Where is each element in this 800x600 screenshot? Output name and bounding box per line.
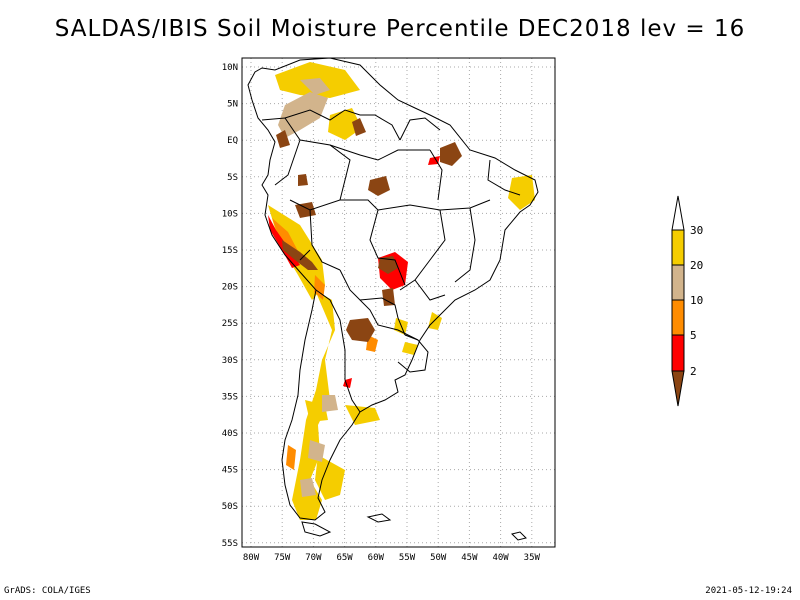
lon-label-35w: 35W: [524, 553, 541, 563]
colorbar-5-10: [671, 299, 685, 336]
lat-label-10s: 10S: [222, 209, 238, 219]
chart-title: SALDAS/IBIS Soil Moisture Percentile DEC…: [54, 16, 746, 42]
colorbar-above-30-triangle: [671, 195, 685, 231]
lon-label-45w: 45W: [461, 553, 478, 563]
colorbar-label-5: 5: [690, 329, 697, 342]
lon-label-40w: 40W: [492, 553, 509, 563]
lon-label-55w: 55W: [399, 553, 416, 563]
lon-label-60w: 60W: [368, 553, 385, 563]
lat-label-30s: 30S: [222, 356, 238, 366]
footer-credit: GrADS: COLA/IGES: [4, 586, 91, 596]
colorbar: [671, 195, 685, 407]
percentile-shading: [268, 62, 535, 520]
latitude-labels: 10N 5N EQ 5S 10S 15S 20S 25S 30S 35S 40S 45S 50S 55S: [222, 63, 238, 549]
colorbar-label-30: 30: [690, 224, 703, 237]
lat-label-eq: EQ: [227, 136, 238, 146]
lat-label-45s: 45S: [222, 466, 238, 476]
lat-label-5n: 5N: [227, 100, 238, 110]
colorbar-2-5: [671, 334, 685, 372]
colorbar-labels: 30 20 10 5 2: [690, 224, 703, 378]
footer-timestamp: 2021-05-12-19:24: [705, 586, 792, 596]
colorbar-label-2: 2: [690, 365, 697, 378]
colorbar-label-10: 10: [690, 294, 703, 307]
colorbar-20-30: [671, 229, 685, 266]
colorbar-label-20: 20: [690, 259, 703, 272]
lon-label-70w: 70W: [305, 553, 322, 563]
lat-label-40s: 40S: [222, 429, 238, 439]
map-frame: [241, 57, 556, 548]
lat-label-5s: 5S: [227, 173, 238, 183]
longitude-labels: 80W 75W 70W 65W 60W 55W 50W 45W 40W 35W: [243, 553, 541, 563]
lat-label-25s: 25S: [222, 319, 238, 329]
lon-label-50w: 50W: [430, 553, 447, 563]
colorbar-10-20: [671, 264, 685, 301]
map-gridlines: [242, 58, 555, 547]
colorbar-below-2-triangle: [671, 370, 685, 407]
lon-label-75w: 75W: [274, 553, 291, 563]
lat-label-50s: 50S: [222, 502, 238, 512]
lat-label-15s: 15S: [222, 246, 238, 256]
lat-label-55s: 55S: [222, 539, 238, 549]
lon-label-65w: 65W: [336, 553, 353, 563]
map-boundaries: [247, 57, 539, 541]
lat-label-10n: 10N: [222, 63, 238, 73]
lat-label-20s: 20S: [222, 283, 238, 293]
lon-label-80w: 80W: [243, 553, 260, 563]
lat-label-35s: 35S: [222, 392, 238, 402]
